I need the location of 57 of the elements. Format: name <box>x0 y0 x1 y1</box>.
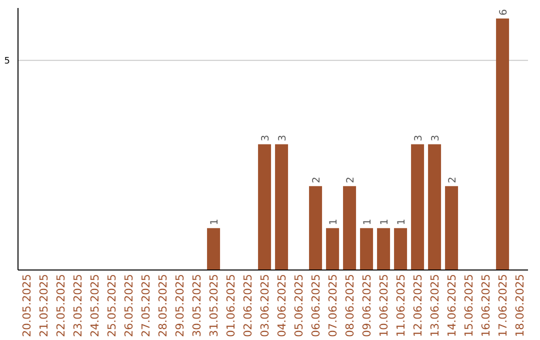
data-label: 3 <box>430 134 442 142</box>
x-tick-label: 14.06.2025 <box>445 274 458 337</box>
x-tick-label: 20.05.2025 <box>20 274 34 337</box>
x-tick-label: 26.05.2025 <box>122 274 136 337</box>
x-tick-label: 01.06.2025 <box>224 274 238 337</box>
data-label: 1 <box>210 218 221 226</box>
x-tick-label: 02.06.2025 <box>241 274 254 337</box>
x-tick-label: 10.06.2025 <box>377 274 390 337</box>
data-label: 2 <box>346 176 357 184</box>
x-tick-label: 08.06.2025 <box>343 274 356 337</box>
x-tick-label: 23.05.2025 <box>71 274 84 337</box>
bar <box>309 186 322 270</box>
bar <box>428 144 442 270</box>
bar <box>360 228 374 270</box>
x-tick-label: 21.05.2025 <box>37 274 50 337</box>
x-tick-label: 29.05.2025 <box>173 274 186 337</box>
bar <box>411 144 424 270</box>
x-tick-label: 25.05.2025 <box>105 274 118 337</box>
x-tick-label: 03.06.2025 <box>258 274 272 337</box>
data-label: 1 <box>362 218 374 226</box>
bar <box>394 228 408 270</box>
x-tick-label: 22.05.2025 <box>54 274 68 337</box>
data-label: 1 <box>380 218 391 226</box>
x-tick-label: 05.06.2025 <box>292 274 306 337</box>
x-tick-label: 18.06.2025 <box>513 274 526 337</box>
x-tick-label: 17.06.2025 <box>496 274 510 337</box>
x-tick-label: 30.05.2025 <box>190 274 204 337</box>
x-tick-label: 04.06.2025 <box>275 274 288 337</box>
bar <box>445 186 458 270</box>
x-tick-label: 13.06.2025 <box>428 274 442 337</box>
x-tick-label: 31.05.2025 <box>207 274 220 337</box>
x-tick-label: 15.06.2025 <box>462 274 476 337</box>
x-tick-label: 09.06.2025 <box>360 274 374 337</box>
data-label: 2 <box>448 176 459 184</box>
data-label: 1 <box>396 218 408 226</box>
data-label: 3 <box>414 134 425 142</box>
data-label: 6 <box>498 9 510 16</box>
data-label: 1 <box>328 218 340 226</box>
data-label: 2 <box>312 176 323 184</box>
x-tick-label: 07.06.2025 <box>326 274 340 337</box>
x-tick-label: 24.05.2025 <box>88 274 102 337</box>
bar <box>343 186 356 270</box>
data-label: 3 <box>260 134 272 142</box>
x-tick-label: 11.06.2025 <box>394 274 408 337</box>
x-tick-label: 12.06.2025 <box>411 274 424 337</box>
bar <box>377 228 390 270</box>
bar <box>258 144 272 270</box>
x-tick-label: 28.05.2025 <box>156 274 170 337</box>
x-tick-label: 06.06.2025 <box>309 274 322 337</box>
bar <box>496 18 510 270</box>
bar <box>275 144 288 270</box>
x-tick-label: 16.06.2025 <box>479 274 492 337</box>
bar <box>326 228 340 270</box>
bar <box>207 228 220 270</box>
y-tick-label: 5 <box>4 56 10 67</box>
data-label: 3 <box>278 134 289 142</box>
x-tick-label: 27.05.2025 <box>139 274 152 337</box>
